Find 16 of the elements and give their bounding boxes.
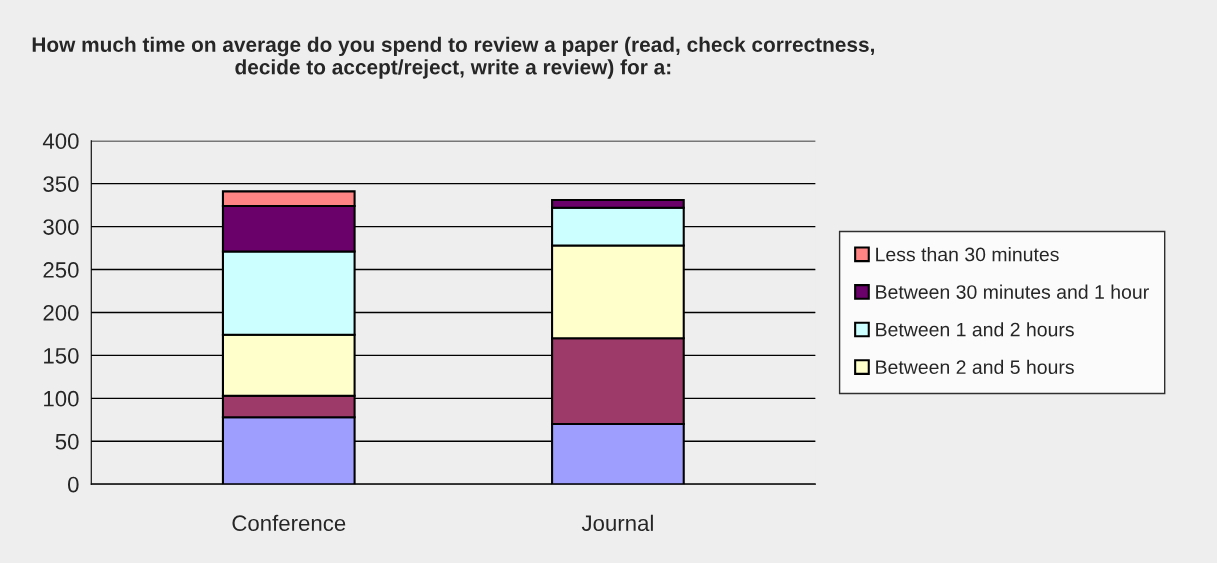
legend-label: Between 2 and 5 hours: [876, 359, 1074, 375]
y-tick-label: 350: [43, 176, 79, 192]
y-tick-label: 200: [43, 305, 79, 321]
y-tick-label: 0: [67, 476, 79, 493]
x-tick-label: Journal: [581, 514, 653, 532]
legend-label: Less than 30 minutes: [876, 247, 1059, 262]
y-tick-label: 50: [55, 433, 79, 450]
legend-label: Between 1 and 2 hours: [876, 322, 1074, 337]
y-tick-label: 150: [44, 347, 79, 364]
legend-label: Between 30 minutes and 1 hour: [876, 284, 1149, 299]
y-tick-label: 250: [43, 262, 79, 278]
y-tick-label: 400: [42, 133, 79, 150]
x-tick-label: Conference: [232, 514, 346, 532]
y-tick-label: 300: [43, 219, 79, 235]
y-tick-label: 100: [44, 390, 79, 407]
chart-title: How much time on average do you spend to review a paper (read, check correctness, decide to accept/reject, write a review) for a:: [32, 36, 874, 79]
